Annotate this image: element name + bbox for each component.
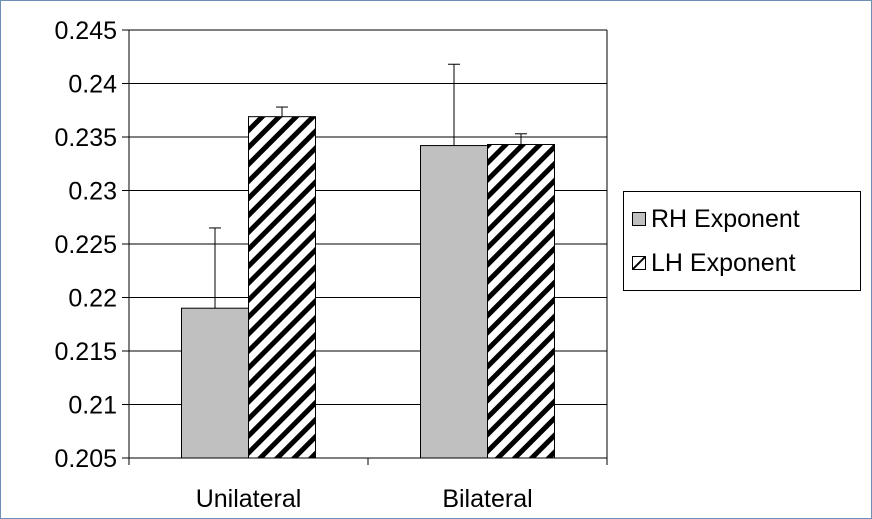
bar-rh-bilateral [420, 145, 488, 459]
bar-rh-unilateral [181, 307, 249, 459]
y-tick-label: 0.23 [68, 178, 117, 206]
y-tick-label: 0.215 [54, 338, 117, 366]
axes [122, 29, 608, 465]
legend: RH Exponent LH Exponent [623, 191, 861, 291]
error-bars [209, 63, 527, 309]
legend-label-rh: RH Exponent [651, 204, 800, 233]
bar-lh-bilateral [487, 143, 555, 459]
x-category-label: Unilateral [196, 485, 302, 513]
y-tick-label: 0.22 [68, 285, 117, 313]
legend-swatch-lh [632, 256, 646, 270]
bar-lh-unilateral [248, 116, 316, 459]
axis-labels: 0.205 0.21 0.215 0.22 0.225 0.23 0.235 0.24 0.24… [54, 17, 532, 513]
x-category-label: Bilateral [442, 485, 532, 513]
y-tick-label: 0.245 [54, 17, 117, 45]
y-tick-label: 0.24 [68, 71, 117, 99]
legend-item-rh: RH Exponent [632, 202, 800, 236]
y-tick-label: 0.21 [68, 392, 117, 420]
y-tick-label: 0.205 [54, 445, 117, 473]
bars [181, 116, 555, 459]
y-tick-label: 0.235 [54, 124, 117, 152]
y-tick-label: 0.225 [54, 231, 117, 259]
legend-item-lh: LH Exponent [632, 246, 796, 280]
legend-swatch-rh [632, 212, 646, 226]
legend-label-lh: LH Exponent [651, 248, 796, 277]
